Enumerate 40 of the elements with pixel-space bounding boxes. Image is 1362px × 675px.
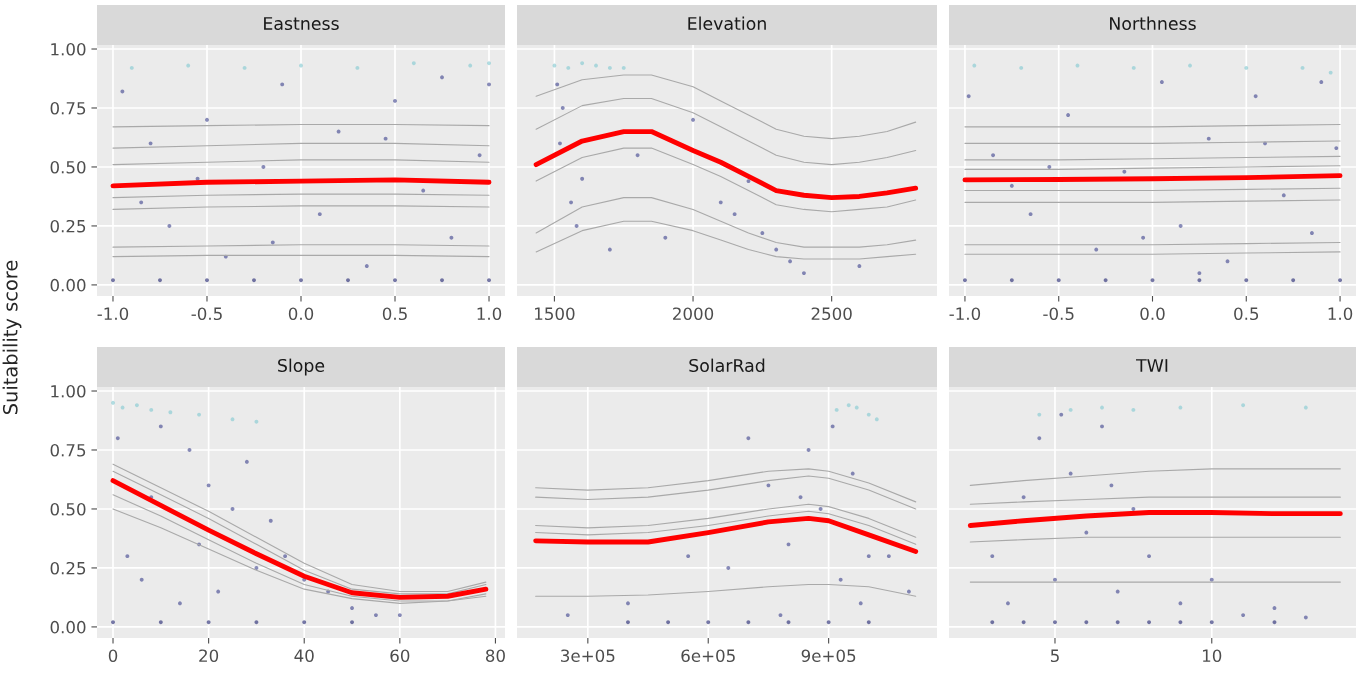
x-tick-label: 3e+05 <box>561 649 615 663</box>
chart-title: Elevation <box>688 16 766 31</box>
x-tick-label: 0.5 <box>382 307 407 321</box>
x-tick-label: 2000 <box>673 307 714 321</box>
x-tick-label: 40 <box>294 649 314 663</box>
chart-title: Slope <box>278 358 325 376</box>
y-tick-label: 0.00 <box>50 278 86 292</box>
x-tick-label: 80 <box>485 649 505 663</box>
chart-title: SolarRad <box>689 358 765 373</box>
y-tick-label: 1.00 <box>51 384 86 398</box>
y-tick-label: 0.50 <box>50 160 86 174</box>
chart-title: Northness <box>1110 16 1196 31</box>
x-tick-label: 1500 <box>535 307 575 321</box>
x-tick-label: 0 <box>108 649 118 663</box>
x-tick-label: 6e+05 <box>681 649 735 663</box>
y-tick-label: 0.50 <box>50 502 86 516</box>
x-tick-label: -1.0 <box>97 307 129 321</box>
x-tick-label: 9e+05 <box>801 649 856 663</box>
chart-title: TWI <box>1136 359 1168 372</box>
y-tick-label: 1.00 <box>51 42 86 56</box>
y-tick-label: 0.25 <box>50 561 86 575</box>
x-tick-label: 1.0 <box>1328 307 1353 321</box>
y-tick-label: 0.75 <box>50 443 86 457</box>
chart-title: Eastness <box>264 17 339 31</box>
x-tick-label: 5 <box>1050 649 1059 663</box>
x-tick-label: 0.5 <box>1234 307 1259 321</box>
x-tick-label: 0.0 <box>288 307 314 321</box>
x-tick-label: 0.0 <box>1140 307 1165 321</box>
x-tick-label: -0.5 <box>191 307 222 321</box>
x-tick-label: 2500 <box>811 307 852 321</box>
x-tick-label: -1.0 <box>949 307 981 321</box>
y-axis-title: Suitability score <box>2 260 22 415</box>
x-tick-label: 60 <box>390 649 410 663</box>
y-tick-label: 0.00 <box>50 620 86 634</box>
y-tick-label: 0.25 <box>50 219 86 233</box>
x-tick-label: 10 <box>1202 649 1222 663</box>
y-tick-label: 0.75 <box>50 101 86 115</box>
x-tick-label: -0.5 <box>1043 307 1074 321</box>
x-tick-label: 1.0 <box>477 307 502 321</box>
x-tick-label: 20 <box>199 649 219 663</box>
